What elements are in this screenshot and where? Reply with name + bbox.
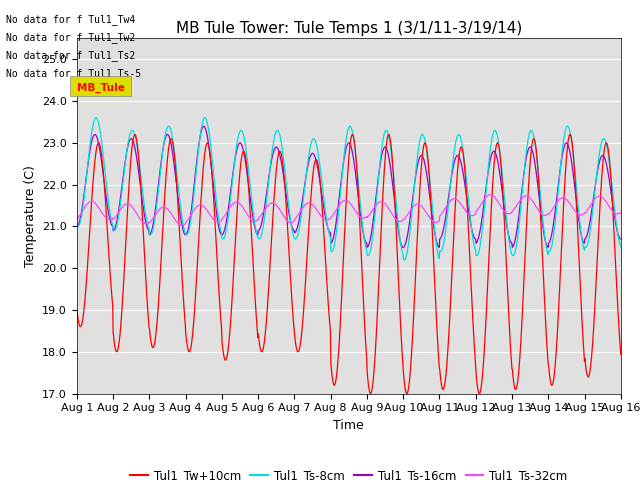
Tul1_Ts-8cm	[138, 178, 145, 184]
Tul1_Ts-32cm	[325, 216, 333, 222]
Tul1_Tw+10cm	[115, 341, 123, 347]
Tul1_Ts-16cm	[137, 188, 145, 193]
Tul1_Tw+10cm	[73, 306, 81, 312]
Tul1_Ts-8cm	[316, 157, 323, 163]
Tul1_Ts-32cm	[73, 216, 81, 222]
Y-axis label: Temperature (C): Temperature (C)	[24, 165, 36, 267]
Tul1_Ts-8cm	[73, 223, 81, 228]
Tul1_Tw+10cm	[304, 244, 312, 250]
Tul1_Ts-8cm	[304, 158, 312, 164]
Tul1_Ts-16cm	[316, 174, 323, 180]
Line: Tul1_Ts-16cm: Tul1_Ts-16cm	[77, 126, 621, 247]
Tul1_Tw+10cm	[476, 391, 483, 396]
Title: MB Tule Tower: Tule Temps 1 (3/1/11-3/19/14): MB Tule Tower: Tule Temps 1 (3/1/11-3/19…	[175, 21, 522, 36]
Tul1_Ts-16cm	[304, 162, 312, 168]
Tul1_Ts-16cm	[200, 123, 207, 129]
Tul1_Ts-8cm	[92, 115, 100, 120]
Tul1_Ts-16cm	[617, 236, 625, 242]
Tul1_Ts-32cm	[178, 223, 186, 228]
Tul1_Tw+10cm	[566, 132, 574, 137]
Tul1_Ts-16cm	[545, 244, 552, 250]
X-axis label: Time: Time	[333, 419, 364, 432]
Tul1_Ts-32cm	[617, 209, 625, 215]
Tul1_Ts-32cm	[137, 217, 145, 223]
Tul1_Ts-8cm	[325, 230, 333, 236]
Line: Tul1_Ts-32cm: Tul1_Ts-32cm	[77, 195, 621, 226]
Legend: Tul1_Tw+10cm, Tul1_Ts-8cm, Tul1_Ts-16cm, Tul1_Ts-32cm: Tul1_Tw+10cm, Tul1_Ts-8cm, Tul1_Ts-16cm,…	[125, 465, 572, 480]
Text: No data for f Tul1_Tw4: No data for f Tul1_Tw4	[6, 13, 136, 24]
Tul1_Tw+10cm	[315, 167, 323, 173]
Text: No data for f Tul1_Tw2: No data for f Tul1_Tw2	[6, 32, 136, 43]
Tul1_Ts-32cm	[316, 211, 323, 216]
Tul1_Ts-16cm	[383, 146, 390, 152]
Tul1_Ts-16cm	[115, 206, 123, 212]
Text: No data for f Tul1_Ts2: No data for f Tul1_Ts2	[6, 50, 136, 61]
Tul1_Ts-8cm	[115, 209, 123, 215]
Tul1_Ts-32cm	[486, 192, 494, 198]
Text: No data for f Tul1_Ts-5: No data for f Tul1_Ts-5	[6, 68, 141, 79]
Tul1_Ts-16cm	[325, 228, 333, 234]
Tul1_Tw+10cm	[137, 189, 145, 194]
Tul1_Ts-16cm	[73, 224, 81, 229]
Tul1_Tw+10cm	[617, 352, 625, 358]
Tul1_Ts-32cm	[383, 203, 390, 208]
Tul1_Ts-32cm	[115, 209, 123, 215]
Tul1_Ts-32cm	[304, 200, 312, 206]
Line: Tul1_Ts-8cm: Tul1_Ts-8cm	[77, 118, 621, 260]
Tul1_Tw+10cm	[383, 142, 390, 148]
Tul1_Ts-8cm	[400, 257, 408, 263]
Tul1_Ts-8cm	[383, 128, 390, 133]
Text: MB_Tule: MB_Tule	[77, 83, 125, 94]
Line: Tul1_Tw+10cm: Tul1_Tw+10cm	[77, 134, 621, 394]
Tul1_Ts-8cm	[617, 243, 625, 249]
Tul1_Tw+10cm	[325, 307, 333, 312]
